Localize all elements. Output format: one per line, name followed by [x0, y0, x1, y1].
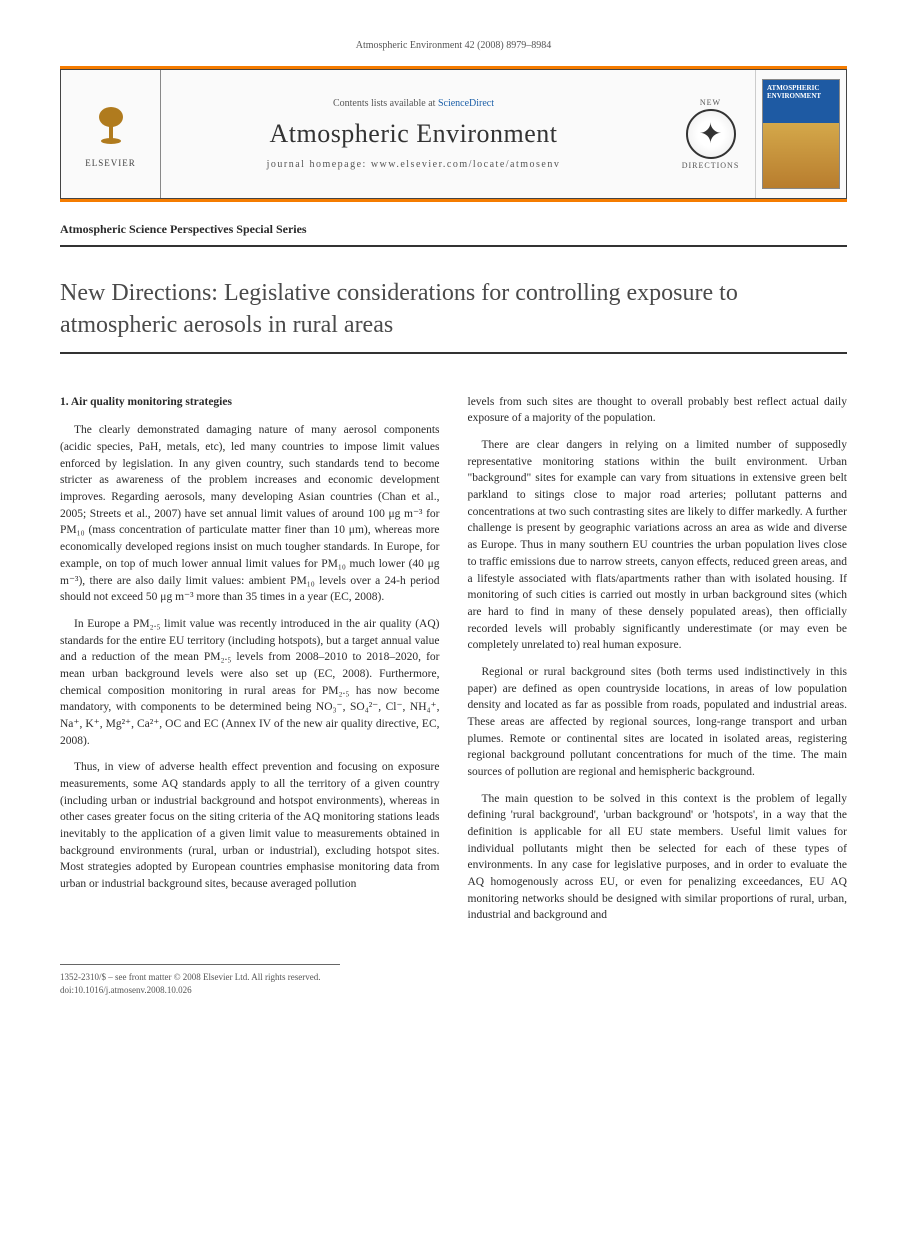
journal-name: Atmospheric Environment: [269, 119, 557, 149]
contents-line: Contents lists available at ScienceDirec…: [333, 98, 494, 109]
cover-title-text: ATMOSPHERIC ENVIRONMENT: [763, 80, 839, 104]
homepage-url[interactable]: www.elsevier.com/locate/atmosenv: [371, 159, 561, 170]
homepage-prefix: journal homepage:: [267, 159, 371, 170]
new-directions-badge: NEW DIRECTIONS: [666, 70, 756, 198]
elsevier-tree-icon: [87, 101, 135, 154]
running-header: Atmospheric Environment 42 (2008) 8979–8…: [60, 40, 847, 51]
footer: 1352-2310/$ – see front matter © 2008 El…: [60, 971, 847, 996]
bottom-accent-rule: [60, 199, 847, 202]
series-rule: [60, 245, 847, 247]
left-column: 1. Air quality monitoring strategies The…: [60, 394, 440, 934]
body-paragraph: levels from such sites are thought to ov…: [468, 394, 848, 427]
doi-line: doi:10.1016/j.atmosenv.2008.10.026: [60, 984, 847, 997]
body-paragraph: Regional or rural background sites (both…: [468, 664, 848, 781]
compass-icon: [686, 109, 736, 159]
right-column: levels from such sites are thought to ov…: [468, 394, 848, 934]
cover-image: ATMOSPHERIC ENVIRONMENT: [762, 79, 840, 189]
body-paragraph: The clearly demonstrated damaging nature…: [60, 422, 440, 605]
series-label: Atmospheric Science Perspectives Special…: [60, 222, 847, 237]
body-paragraph: In Europe a PM₂.₅ limit value was recent…: [60, 616, 440, 749]
masthead-center: Contents lists available at ScienceDirec…: [161, 70, 666, 198]
sciencedirect-link[interactable]: ScienceDirect: [438, 98, 494, 109]
section-heading: 1. Air quality monitoring strategies: [60, 394, 440, 411]
article-title: New Directions: Legislative consideratio…: [60, 277, 847, 342]
body-columns: 1. Air quality monitoring strategies The…: [60, 394, 847, 934]
badge-bottom-label: DIRECTIONS: [682, 161, 740, 170]
publisher-name: ELSEVIER: [85, 158, 136, 168]
title-rule: [60, 352, 847, 354]
publisher-logo-block: ELSEVIER: [61, 70, 161, 198]
homepage-line: journal homepage: www.elsevier.com/locat…: [267, 159, 561, 170]
body-paragraph: Thus, in view of adverse health effect p…: [60, 759, 440, 892]
body-paragraph: The main question to be solved in this c…: [468, 791, 848, 924]
journal-cover-thumb: ATMOSPHERIC ENVIRONMENT: [756, 70, 846, 198]
footer-rule: [60, 964, 340, 965]
copyright-line: 1352-2310/$ – see front matter © 2008 El…: [60, 971, 847, 984]
contents-prefix: Contents lists available at: [333, 98, 438, 109]
body-paragraph: There are clear dangers in relying on a …: [468, 437, 848, 654]
masthead: ELSEVIER Contents lists available at Sci…: [60, 69, 847, 199]
badge-top-label: NEW: [700, 98, 721, 107]
